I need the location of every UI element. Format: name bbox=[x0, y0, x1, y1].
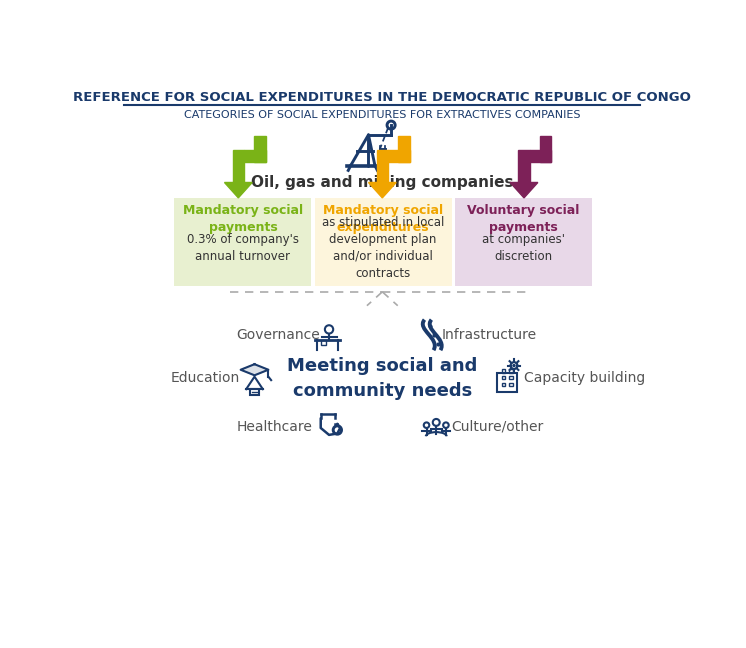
Bar bbox=[244, 150, 266, 162]
Bar bbox=[315, 198, 451, 286]
Bar bbox=[321, 340, 326, 345]
Text: Education: Education bbox=[171, 371, 240, 385]
Text: Governance: Governance bbox=[236, 328, 320, 342]
Bar bbox=[455, 198, 592, 286]
Bar bbox=[509, 369, 513, 373]
Text: Infrastructure: Infrastructure bbox=[442, 328, 536, 342]
Text: as stipulated in local
development plan
and/or individual
contracts: as stipulated in local development plan … bbox=[322, 216, 445, 280]
Bar bbox=[501, 369, 505, 373]
Bar bbox=[509, 376, 513, 380]
Polygon shape bbox=[241, 364, 269, 375]
Bar bbox=[501, 383, 505, 386]
Text: Meeting social and
community needs: Meeting social and community needs bbox=[287, 356, 477, 400]
Bar bbox=[175, 198, 312, 286]
Polygon shape bbox=[369, 183, 396, 198]
Text: Mandatory social
payments: Mandatory social payments bbox=[183, 204, 303, 234]
Polygon shape bbox=[510, 183, 538, 198]
Text: at companies'
discretion: at companies' discretion bbox=[482, 233, 565, 263]
Bar bbox=[518, 150, 530, 183]
Text: Capacity building: Capacity building bbox=[524, 371, 645, 385]
Text: CATEGORIES OF SOCIAL EXPENDITURES FOR EXTRACTIVES COMPANIES: CATEGORIES OF SOCIAL EXPENDITURES FOR EX… bbox=[184, 110, 580, 120]
Text: Culture/other: Culture/other bbox=[451, 419, 543, 434]
Text: 0.3% of company's
annual turnover: 0.3% of company's annual turnover bbox=[187, 233, 299, 263]
Text: Voluntary social
payments: Voluntary social payments bbox=[467, 204, 580, 234]
Bar bbox=[254, 136, 266, 162]
Circle shape bbox=[513, 364, 515, 367]
Text: Healthcare: Healthcare bbox=[236, 419, 313, 434]
Bar bbox=[530, 150, 551, 162]
Bar bbox=[233, 150, 244, 183]
Bar bbox=[501, 376, 505, 380]
Bar bbox=[377, 150, 388, 183]
Bar bbox=[388, 150, 410, 162]
Bar bbox=[498, 373, 517, 392]
Bar bbox=[540, 136, 551, 162]
Bar bbox=[398, 136, 410, 162]
Bar bbox=[509, 383, 513, 386]
Text: Oil, gas and mining companies: Oil, gas and mining companies bbox=[251, 175, 513, 190]
Text: Mandatory social
expenditures: Mandatory social expenditures bbox=[323, 204, 443, 234]
Text: REFERENCE FOR SOCIAL EXPENDITURES IN THE DEMOCRATIC REPUBLIC OF CONGO: REFERENCE FOR SOCIAL EXPENDITURES IN THE… bbox=[73, 91, 692, 104]
Polygon shape bbox=[225, 183, 252, 198]
Bar bbox=[250, 389, 260, 395]
